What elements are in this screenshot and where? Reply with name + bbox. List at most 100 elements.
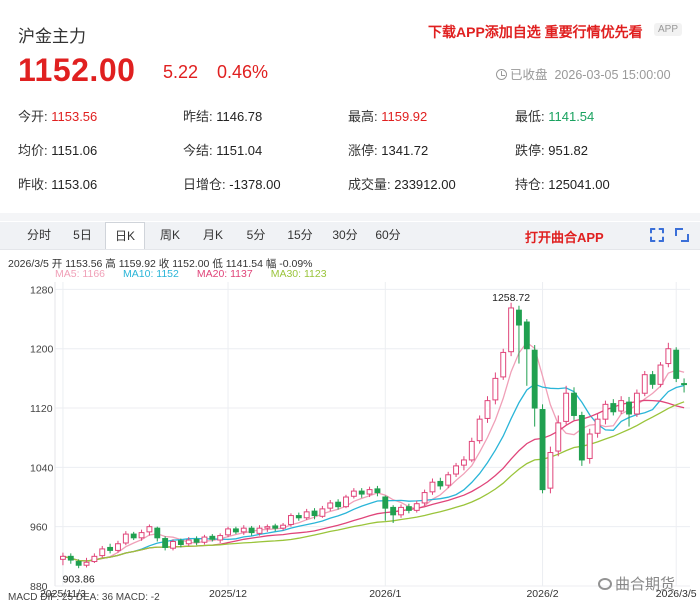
- candle-up: [280, 524, 287, 529]
- candle-down: [626, 401, 632, 415]
- fullscreen-icon[interactable]: [650, 228, 664, 242]
- stat-label: 跌停:: [515, 143, 545, 158]
- tab-6[interactable]: 15分: [287, 228, 313, 242]
- app-badge[interactable]: APP: [654, 23, 683, 36]
- stat-label: 日增仓:: [183, 177, 226, 192]
- candle-up: [170, 541, 176, 549]
- tab-7[interactable]: 30分: [332, 228, 358, 242]
- stat-item: 昨收: 1153.06: [18, 174, 97, 193]
- candle-up: [657, 364, 664, 385]
- candle-down: [539, 409, 546, 491]
- watermark: 曲合期货: [598, 573, 675, 594]
- stat-label: 均价:: [18, 143, 48, 158]
- stat-label: 涨停:: [348, 143, 378, 158]
- stat-label: 昨收:: [18, 177, 48, 192]
- ohlc-summary: 2026/3/5 开 1153.56 高 1159.92 收 1152.00 低…: [8, 258, 313, 270]
- candle-down: [107, 546, 114, 551]
- stat-item: 持仓: 125041.00: [515, 174, 610, 193]
- candle-down: [272, 525, 279, 529]
- open-app-button[interactable]: 打开曲合APP: [525, 230, 604, 245]
- candle-up: [547, 452, 554, 489]
- candle-down: [311, 510, 318, 517]
- candle-up: [256, 527, 263, 534]
- stat-label: 最低:: [515, 109, 545, 124]
- stat-label: 持仓:: [515, 177, 545, 192]
- candle-down: [232, 528, 239, 533]
- stat-item: 涨停: 1341.72: [348, 140, 428, 159]
- candle-up: [618, 400, 625, 412]
- candle-down: [649, 374, 656, 385]
- candle-up: [413, 503, 420, 511]
- candle-down: [681, 383, 688, 386]
- candle-up: [59, 555, 66, 560]
- stat-item: 均价: 1151.06: [18, 140, 97, 159]
- candle-up: [633, 392, 640, 415]
- stat-value: 125041.00: [544, 177, 610, 192]
- candle-up: [602, 403, 609, 420]
- collapse-icon[interactable]: [675, 228, 689, 242]
- tab-3[interactable]: 周K: [159, 228, 180, 242]
- candle-up: [319, 508, 326, 517]
- candle-up: [665, 348, 672, 365]
- stat-label: 今结:: [183, 143, 213, 158]
- quote-header: 沪金主力 下载APP添加自选 重要行情优先看 APP 1152.00 5.22 …: [0, 0, 700, 222]
- candle-up: [398, 506, 404, 516]
- ma-legend-item: MA10: 1152: [123, 268, 179, 280]
- stat-label: 成交量:: [348, 177, 391, 192]
- y-tick-label: 880: [30, 581, 48, 593]
- candle-down: [571, 392, 577, 416]
- stat-item: 昨结: 1146.78: [183, 106, 262, 125]
- stat-label: 昨结:: [183, 109, 213, 124]
- candle-up: [460, 459, 467, 466]
- candle-up: [421, 492, 428, 504]
- y-tick-label: 960: [30, 522, 48, 534]
- candle-up: [563, 392, 570, 422]
- candle-up: [641, 374, 648, 394]
- candle-up: [476, 418, 483, 442]
- x-tick-label: 2026/2: [526, 588, 558, 600]
- price-change-percent: 0.46%: [217, 62, 269, 82]
- tab-2[interactable]: 日K: [105, 222, 145, 249]
- tab-4[interactable]: 月K: [202, 228, 223, 242]
- weibo-icon: [598, 578, 612, 590]
- candle-down: [390, 506, 397, 516]
- candle-up: [91, 555, 98, 563]
- y-tick-label: 1200: [30, 344, 54, 356]
- tab-0[interactable]: 分时: [26, 228, 51, 242]
- stat-value: 1341.72: [377, 143, 429, 158]
- stat-value: -1378.00: [225, 177, 281, 192]
- tab-8[interactable]: 60分: [375, 228, 401, 242]
- period-tabs: 打开曲合APP 分时 5日 日K 周K 月K 5分 15分 30分 60分: [0, 222, 700, 250]
- candle-up: [115, 543, 121, 551]
- candle-down: [358, 490, 365, 495]
- stat-value: 1153.56: [47, 109, 98, 124]
- candle-up: [264, 526, 271, 529]
- candle-up: [185, 539, 192, 545]
- ma-legend-item: MA20: 1137: [196, 268, 253, 280]
- candle-up: [83, 561, 90, 566]
- stat-item: 成交量: 233912.00: [348, 174, 456, 193]
- candle-up: [445, 474, 452, 486]
- download-app-promo-link[interactable]: 下载APP添加自选 重要行情优先看: [428, 24, 643, 40]
- candle-down: [130, 533, 137, 539]
- tab-5[interactable]: 5分: [246, 228, 266, 242]
- section-divider: [0, 213, 700, 221]
- ma-legend-item: MA30: 1123: [270, 268, 327, 280]
- ma-legend-item: MA5: 1166: [55, 268, 106, 280]
- market-status-text: 已收盘: [510, 68, 548, 82]
- candle-down: [382, 496, 389, 509]
- tab-1[interactable]: 5日: [73, 228, 92, 242]
- candle-up: [555, 422, 562, 452]
- candle-down: [248, 527, 255, 534]
- candle-up: [327, 502, 334, 509]
- candle-up: [146, 526, 153, 533]
- kline-chart[interactable]: 880 960 1040 1120 1200 1280 2025/11/3 2025/12 20…: [0, 278, 700, 600]
- stat-item: 最低: 1141.54: [515, 106, 594, 125]
- stat-value: 951.82: [544, 143, 588, 158]
- candle-up: [500, 351, 507, 378]
- candle-down: [531, 349, 538, 409]
- price-annotation: 903.86: [63, 573, 95, 585]
- candle-up: [138, 532, 145, 539]
- stat-value: 1141.54: [544, 109, 595, 124]
- stat-value: 1151.04: [212, 143, 263, 158]
